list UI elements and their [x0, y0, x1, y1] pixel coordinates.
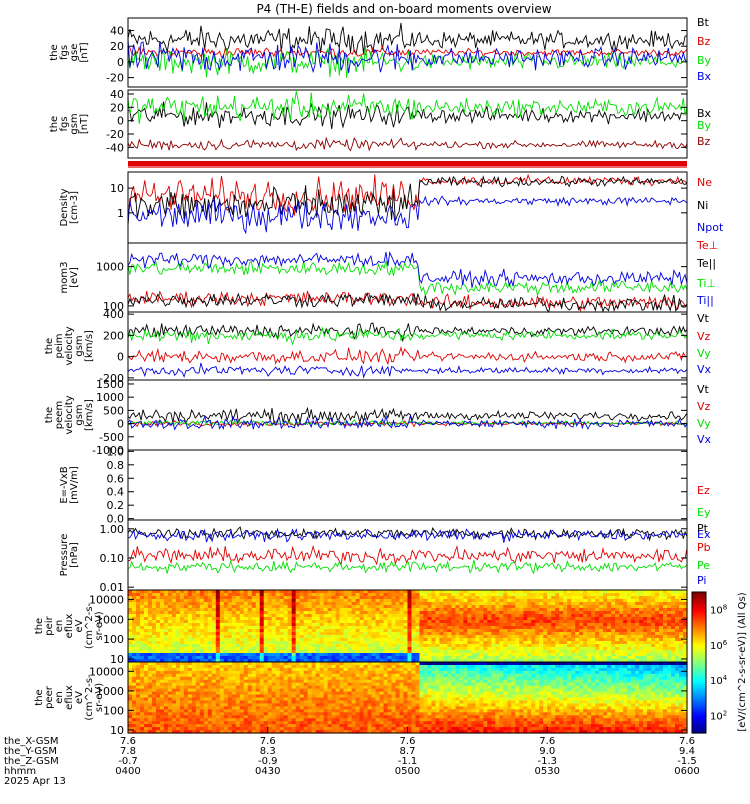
legend-Pi: Pi [697, 574, 706, 587]
ytick-label: 0.2 [107, 499, 125, 512]
legend-Pb: Pb [697, 541, 711, 554]
panel-peim_velocity [128, 312, 687, 380]
ytick-label: -20 [106, 72, 124, 85]
ytick-label: 10 [110, 182, 124, 195]
ytick-label: 0 [117, 418, 124, 431]
panel-frame [128, 90, 687, 158]
legend-Vt: Vt [697, 312, 710, 325]
ytick-label: 0 [117, 56, 124, 69]
panel-peir_en_eflux [128, 590, 688, 663]
legend-Ez: Ez [697, 484, 710, 497]
panel-fgs_gse [128, 18, 687, 87]
legend-Ni: Ni [697, 199, 708, 212]
panel-pressure [128, 520, 687, 590]
panel-peem_velocity [128, 380, 687, 450]
ytick-label: 40 [110, 25, 124, 38]
series-pressure-2 [128, 560, 687, 574]
series-temperature-2 [128, 261, 687, 295]
ytick-label: 0.4 [107, 486, 125, 499]
legend-Vx: Vx [697, 363, 712, 376]
ytick-label: 0 [117, 115, 124, 128]
ytick-label: 400 [103, 308, 124, 321]
ylabel-line: [mV/m] [69, 466, 80, 504]
legend-Bt: Bt [697, 16, 710, 29]
ylabel-line: sr-eV) [94, 611, 105, 640]
ytick-label: 0.8 [107, 459, 125, 472]
panel-frame [128, 450, 687, 520]
ytick-label: 0.10 [100, 552, 125, 565]
legend-Ne: Ne [697, 176, 712, 189]
ylabel-line: [km/s] [84, 330, 95, 362]
ytick-label: 20 [110, 40, 124, 53]
ytick-label: 100 [103, 633, 124, 646]
ytick-label: 0.6 [107, 472, 125, 485]
ytick-label: -20 [106, 128, 124, 141]
ytick-label: 1.0 [107, 445, 125, 458]
ytick-label: 0.01 [100, 581, 125, 594]
ytick-label: 1 [117, 207, 124, 220]
legend-Vz: Vz [697, 330, 711, 343]
ytick-label: 10 [110, 653, 124, 666]
series-peem_velocity-0 [128, 408, 687, 423]
ytick-label: -500 [99, 431, 124, 444]
panel-temperature [128, 243, 687, 312]
panel-density [128, 172, 687, 243]
panel-fgs_gsm [128, 90, 687, 158]
ylabel-line: [km/s] [84, 399, 95, 431]
legend-Bz: Bz [697, 135, 711, 148]
legend-Te||: Te|| [696, 257, 716, 270]
ylabel-line: [nT] [79, 42, 90, 62]
legend-Vy: Vy [697, 347, 711, 360]
legend-Pt: Pt [697, 522, 709, 535]
plot-title: P4 (TH-E) fields and on-board moments ov… [256, 2, 551, 16]
ytick-label: 200 [103, 329, 124, 342]
legend-Vt: Vt [697, 383, 710, 396]
legend-Npot: Npot [697, 221, 724, 234]
series-fgs_gsm-2 [128, 138, 687, 151]
ytick-label: 1.00 [100, 523, 125, 536]
series-peim_velocity-1 [128, 348, 687, 364]
ylabel-line: [cm-3] [69, 191, 80, 224]
legend-Ti||: Ti|| [696, 294, 714, 307]
ylabel-line: [eV] [69, 267, 80, 288]
ylabel-line: [nPa] [69, 542, 80, 568]
legend-By: By [697, 119, 712, 132]
ytick-label: 500 [103, 404, 124, 417]
legend-Bz: Bz [697, 35, 711, 48]
ytick-label: 40 [110, 88, 124, 101]
legend-Pe: Pe [697, 559, 710, 572]
legend-Vy: Vy [697, 417, 711, 430]
series-pressure-1 [128, 546, 687, 564]
ytick-label: -40 [106, 141, 124, 154]
legend-By: By [697, 54, 712, 67]
ylabel-line: [nT] [79, 114, 90, 134]
ytick-label: 1000 [96, 391, 124, 404]
panel-efield [128, 450, 687, 520]
ytick-label: 0 [117, 351, 124, 364]
legend-Bx: Bx [697, 70, 712, 83]
ytick-label: 20 [110, 101, 124, 114]
legend-Vz: Vz [697, 400, 711, 413]
ytick-label: 1000 [96, 261, 124, 274]
legend-Ey: Ey [697, 506, 711, 519]
panel-peer_en_eflux [128, 662, 688, 734]
legend-Ti⊥: Ti⊥ [696, 277, 716, 290]
series-peim_velocity-2 [128, 328, 687, 344]
legend-Te⊥: Te⊥ [696, 239, 718, 252]
ytick-label: 1500 [96, 378, 124, 391]
legend-Vx: Vx [697, 433, 712, 446]
series-peim_velocity-3 [128, 363, 687, 377]
